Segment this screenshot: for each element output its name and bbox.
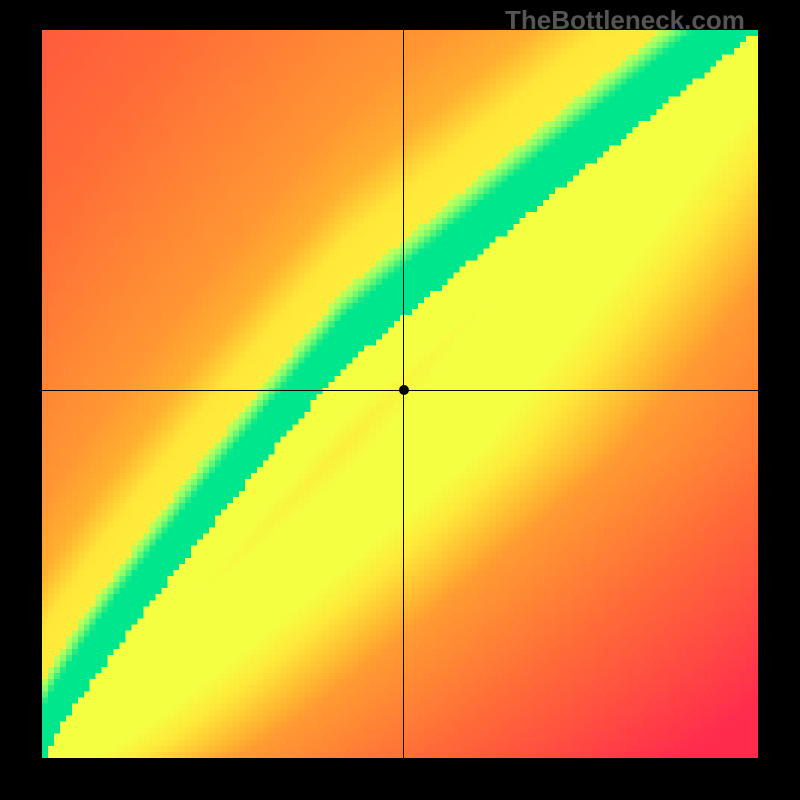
- chart-frame: TheBottleneck.com: [0, 0, 800, 800]
- watermark-text: TheBottleneck.com: [505, 5, 745, 36]
- heatmap-plot-area: [42, 30, 758, 758]
- marker-dot: [399, 385, 409, 395]
